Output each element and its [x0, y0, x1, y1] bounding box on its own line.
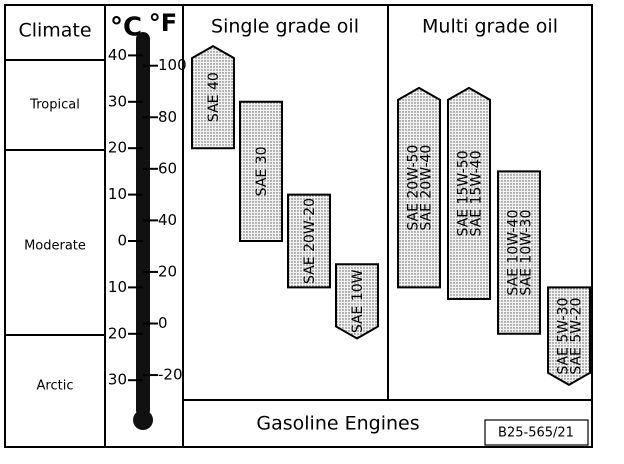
header-fahrenheit: °F [149, 9, 177, 37]
header-climate: Climate [18, 20, 91, 42]
header-single: Single grade oil [211, 16, 359, 38]
celsius-label: 10 [108, 185, 127, 203]
fahrenheit-label: 40 [158, 211, 177, 229]
celsius-label: 20 [108, 324, 127, 342]
oil-range [335, 263, 379, 340]
footer-engine: Gasoline Engines [256, 413, 419, 435]
thermometer-tube [136, 32, 150, 417]
outer-frame [4, 4, 593, 448]
celsius-label: 40 [108, 46, 127, 64]
oil-label: SAE 30 [254, 146, 270, 196]
oil-range [191, 44, 235, 150]
fahrenheit-label: -20 [158, 366, 183, 384]
climate-label: Moderate [24, 239, 86, 254]
oil-range [397, 86, 441, 289]
oil-range [287, 193, 331, 289]
oil-label: SAE 10W-40 [506, 210, 522, 296]
oil-label: SAE 5W-20 [569, 298, 585, 375]
fahrenheit-label: 60 [158, 159, 177, 177]
thermometer-bulb [133, 410, 153, 430]
oil-range [497, 170, 541, 335]
climate-label: Arctic [37, 379, 74, 394]
celsius-label: 0 [117, 232, 127, 250]
oil-label: SAE 5W-30 [556, 298, 572, 375]
header-multi: Multi grade oil [422, 16, 558, 38]
climate-label: Tropical [29, 98, 80, 113]
oil-label: SAE 20W-50 [406, 145, 422, 231]
footer-reference: B25-565/21 [498, 426, 574, 441]
oil-range [239, 100, 283, 242]
oil-label: SAE 15W-40 [469, 150, 485, 236]
fahrenheit-label: 0 [158, 314, 168, 332]
oil-range [447, 86, 491, 300]
fahrenheit-label: 100 [158, 56, 187, 74]
celsius-label: 10 [108, 278, 127, 296]
oil-range [547, 286, 591, 386]
oil-label: SAE 10W [350, 269, 366, 333]
oil-label: SAE 10W-30 [519, 210, 535, 296]
celsius-label: 30 [108, 92, 127, 110]
celsius-label: 30 [108, 371, 127, 389]
fahrenheit-label: 20 [158, 262, 177, 280]
reference-box [484, 419, 589, 446]
oil-label: SAE 20W-40 [419, 145, 435, 231]
oil-label: SAE 40 [206, 72, 222, 122]
oil-label: SAE 20W-20 [302, 198, 318, 284]
celsius-label: 20 [108, 139, 127, 157]
oil-label: SAE 15W-50 [456, 150, 472, 236]
fahrenheit-label: 80 [158, 108, 177, 126]
